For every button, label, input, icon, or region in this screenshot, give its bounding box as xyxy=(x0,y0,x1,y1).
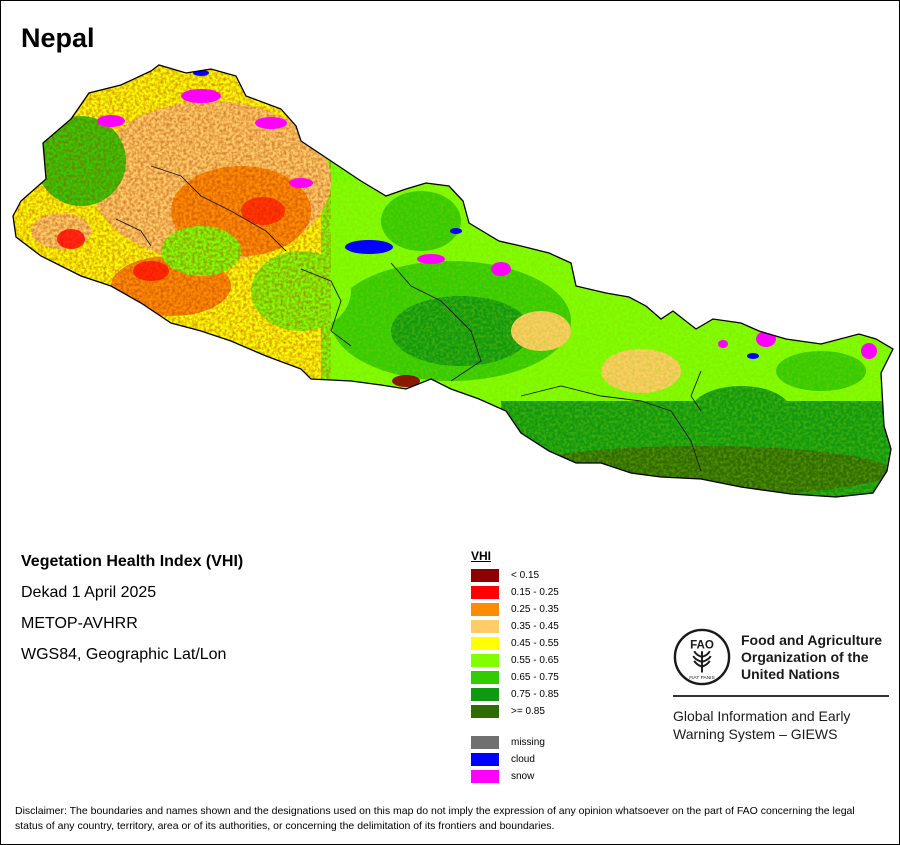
map-info: Vegetation Health Index (VHI) Dekad 1 Ap… xyxy=(21,552,243,676)
legend-label: 0.15 - 0.25 xyxy=(511,587,559,598)
legend-label: missing xyxy=(511,737,545,748)
legend-item: 0.25 - 0.35 xyxy=(471,601,559,618)
sensor-label: METOP-AVHRR xyxy=(21,615,138,632)
legend-item: 0.45 - 0.55 xyxy=(471,635,559,652)
legend-item: cloud xyxy=(471,751,559,768)
legend-swatch xyxy=(471,603,499,616)
projection-label: WGS84, Geographic Lat/Lon xyxy=(21,646,227,663)
legend-item: 0.65 - 0.75 xyxy=(471,669,559,686)
giews-line2: Warning System – GIEWS xyxy=(673,726,838,742)
legend-swatch xyxy=(471,770,499,783)
fao-motto: FIAT PANIS xyxy=(689,675,715,681)
province-boundaries xyxy=(115,165,702,472)
legend-swatch xyxy=(471,671,499,684)
legend-label: 0.75 - 0.85 xyxy=(511,689,559,700)
legend-item: missing xyxy=(471,734,559,751)
legend-label: 0.55 - 0.65 xyxy=(511,655,559,666)
legend-swatch xyxy=(471,637,499,650)
legend-item: 0.55 - 0.65 xyxy=(471,652,559,669)
legend-item: >= 0.85 xyxy=(471,703,559,720)
fao-branding: FAO FIAT PANIS Food and Agriculture Orga… xyxy=(673,628,889,743)
period-label: Dekad 1 April 2025 xyxy=(21,584,157,601)
legend-label: 0.25 - 0.35 xyxy=(511,604,559,615)
fao-name-line3: United Nations xyxy=(741,665,840,682)
legend-label: 0.35 - 0.45 xyxy=(511,621,559,632)
legend-label: snow xyxy=(511,771,535,782)
legend-swatch xyxy=(471,688,499,701)
vhi-legend: VHI < 0.15 0.15 - 0.25 0.25 - 0.35 0.35 - 0… xyxy=(471,549,559,785)
legend-swatch xyxy=(471,705,499,718)
legend-title: VHI xyxy=(471,549,492,563)
legend-item: 0.75 - 0.85 xyxy=(471,686,559,703)
vhi-map xyxy=(12,64,894,498)
legend-swatch xyxy=(471,586,499,599)
legend-swatch xyxy=(471,736,499,749)
fao-name-line2: Organization of the xyxy=(741,648,869,665)
legend-swatch xyxy=(471,569,499,582)
fao-logo-icon: FAO FIAT PANIS xyxy=(673,628,731,686)
legend-item: snow xyxy=(471,768,559,785)
vhi-raster xyxy=(13,65,893,497)
index-name: Vegetation Health Index (VHI) xyxy=(21,553,244,570)
legend-swatch xyxy=(471,654,499,667)
fao-name-line1: Food and Agriculture xyxy=(741,631,883,648)
legend-swatch xyxy=(471,620,499,633)
legend-label: < 0.15 xyxy=(511,570,540,581)
fao-emblem-text: FAO xyxy=(690,638,714,651)
legend-item: 0.35 - 0.45 xyxy=(471,618,559,635)
map-title: Nepal xyxy=(21,23,95,53)
disclaimer: Disclaimer: The boundaries and names sho… xyxy=(15,805,855,832)
giews-line1: Global Information and Early xyxy=(673,708,851,724)
legend-label: 0.65 - 0.75 xyxy=(511,672,559,683)
legend-label: 0.45 - 0.55 xyxy=(511,638,559,649)
legend-label: >= 0.85 xyxy=(511,706,545,717)
legend-item: < 0.15 xyxy=(471,567,559,584)
legend-swatch xyxy=(471,753,499,766)
legend-item: 0.15 - 0.25 xyxy=(471,584,559,601)
fao-divider xyxy=(673,695,889,697)
legend-label: cloud xyxy=(511,754,535,765)
